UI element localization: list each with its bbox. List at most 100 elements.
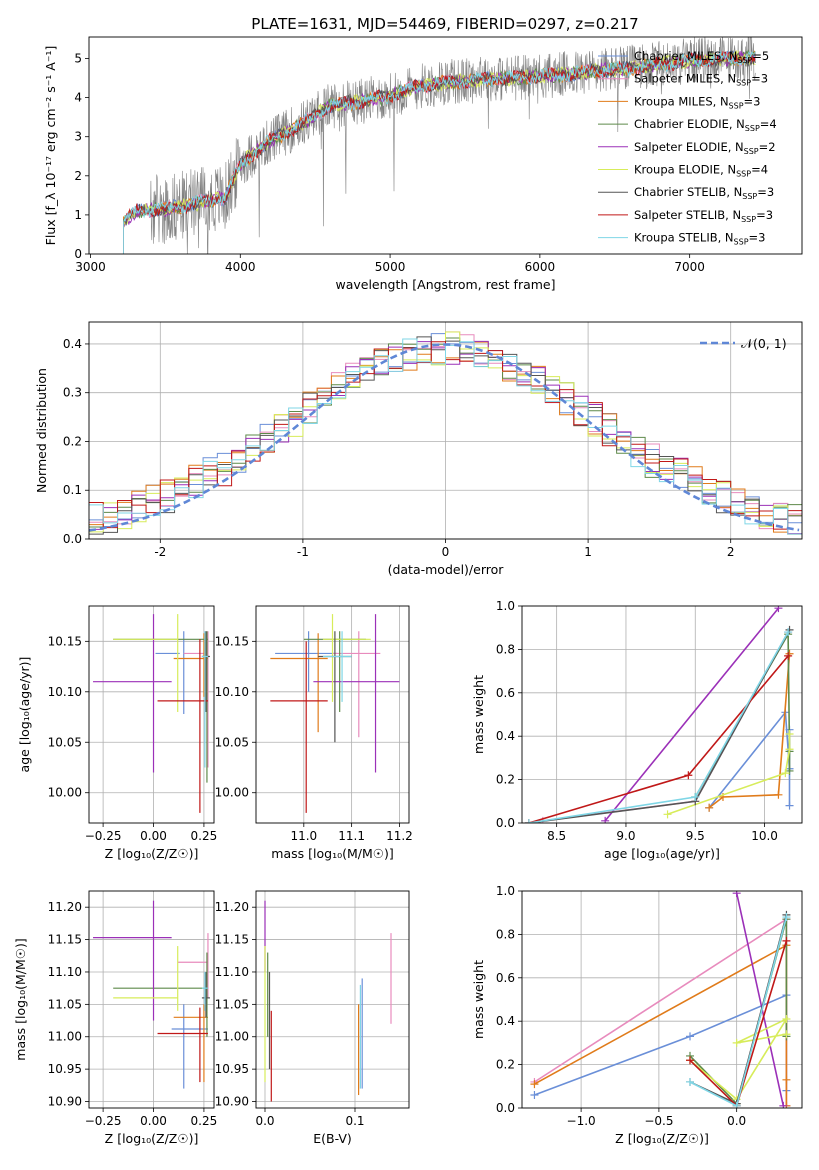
weight-marker xyxy=(705,803,714,812)
x-axis-label: E(B-V) xyxy=(313,1131,352,1146)
histogram-legend: 𝒩(0, 1) xyxy=(700,336,787,351)
x-tick-label: 6000 xyxy=(525,260,556,274)
y-tick-label: 10.10 xyxy=(215,685,249,699)
weight-marker xyxy=(782,1030,791,1039)
axes-frame xyxy=(521,890,803,1109)
x-tick-label: 11.2 xyxy=(386,829,413,843)
plot-area xyxy=(93,614,210,813)
plot-area xyxy=(123,37,756,254)
x-tick-label: −0.25 xyxy=(85,829,122,843)
normal-distribution-curve xyxy=(89,343,800,532)
weight-marker xyxy=(732,1101,741,1108)
y-tick-label: 10.90 xyxy=(48,1095,82,1109)
x-tick-label: 11.0 xyxy=(290,829,317,843)
y-tick-label: 0.2 xyxy=(496,1058,515,1072)
y-tick-label: 0.0 xyxy=(63,532,82,546)
y-tick-label: 1 xyxy=(74,208,82,222)
plot-area xyxy=(524,606,794,823)
y-tick-label: 0.2 xyxy=(496,773,515,787)
y-tick-label: 10.05 xyxy=(215,735,249,749)
y-tick-label: 0.6 xyxy=(496,971,515,985)
weight-marker xyxy=(785,801,794,810)
x-tick-label: 1 xyxy=(584,545,592,559)
weight-marker xyxy=(691,792,700,801)
y-tick-label: 10.05 xyxy=(48,735,82,749)
x-axis-label: Z [log₁₀(Z/Z☉)] xyxy=(615,1131,709,1146)
residual-histogram-panel: -2 -1 0 1 2 0.0 0.1 0.2 0.3 0.4 (data-model)/error… xyxy=(34,321,803,577)
y-tick-label: 0.2 xyxy=(63,434,82,448)
weight-marker xyxy=(785,730,794,739)
y-tick-label: 11.05 xyxy=(215,997,249,1011)
y-tick-label: 11.05 xyxy=(48,997,82,1011)
x-axis-label: age [log₁₀(age/yr)] xyxy=(604,846,720,861)
y-tick-label: 0.6 xyxy=(496,686,515,700)
weight-marker xyxy=(782,1015,791,1024)
legend-entry: Chabrier STELIB, NSSP=3 xyxy=(634,185,774,201)
weight-series-line xyxy=(689,916,788,1107)
y-tick-label: 0.4 xyxy=(496,729,515,743)
y-tick-label: 11.10 xyxy=(48,965,82,979)
y-tick-label: 11.00 xyxy=(48,1030,82,1044)
y-tick-label: 5 xyxy=(74,52,82,66)
weight-marker xyxy=(601,816,610,823)
weight-marker xyxy=(785,625,794,634)
x-tick-label: 0.25 xyxy=(191,1114,218,1128)
mass-vs-metallicity-panel: −0.25 0.00 0.25 10.90 10.95 11.00 11.05 11.10 11… xyxy=(13,890,218,1146)
weight-series-line xyxy=(528,631,789,823)
age-vs-mass-panel: 11.0 11.1 11.2 10.00 10.05 10.10 10.15 mass [lo… xyxy=(215,605,413,861)
y-tick-label: 3 xyxy=(74,130,82,144)
y-tick-label: 11.20 xyxy=(215,900,249,914)
x-tick-label: 5000 xyxy=(375,260,406,274)
axes-frame xyxy=(255,605,410,824)
y-tick-label: 10.15 xyxy=(48,634,82,648)
legend-entry: Salpeter MILES, NSSP=3 xyxy=(634,72,768,88)
weight-series-line xyxy=(528,629,791,823)
x-tick-label: -2 xyxy=(154,545,166,559)
weight-series-line xyxy=(708,653,791,809)
x-tick-label: −1.0 xyxy=(567,1114,596,1128)
weight-marker xyxy=(686,1056,694,1065)
x-axis-label: mass [log₁₀(M/M☉)] xyxy=(271,846,393,861)
weight-marker xyxy=(524,819,533,823)
legend-entry: Salpeter ELODIE, NSSP=2 xyxy=(634,140,776,156)
x-axis-label: wavelength [Angstrom, rest frame] xyxy=(335,277,555,292)
y-tick-label: 10.95 xyxy=(215,1062,249,1076)
spectrum-legend: Chabrier MILES, NSSP=5 Salpeter MILES, NS… xyxy=(598,49,777,247)
y-tick-label: 0.3 xyxy=(63,386,82,400)
y-tick-label: 11.15 xyxy=(215,933,249,947)
weight-marker xyxy=(785,766,794,775)
y-tick-label: 0.1 xyxy=(63,483,82,497)
x-tick-label: 4000 xyxy=(225,260,256,274)
y-tick-label: 0.0 xyxy=(496,816,515,830)
mass-vs-extinction-panel: 0.0 0.1 10.90 10.95 11.00 11.05 11.10 11.15 11.2… xyxy=(215,890,410,1146)
weight-marker xyxy=(785,745,794,754)
weight-marker xyxy=(784,651,793,660)
weight-marker xyxy=(686,1032,694,1041)
x-tick-label: 0 xyxy=(442,545,450,559)
y-axis-label: mass [log₁₀(M/M☉)] xyxy=(13,938,28,1060)
y-tick-label: 0.8 xyxy=(496,927,515,941)
x-tick-label: -1 xyxy=(297,545,309,559)
y-tick-label: 2 xyxy=(74,169,82,183)
x-tick-label: −0.25 xyxy=(85,1114,122,1128)
axes-frame xyxy=(88,36,803,255)
y-tick-label: 0 xyxy=(74,247,82,261)
y-axis-label: Flux [f_λ 10⁻¹⁷ erg cm⁻² s⁻¹ A⁻¹] xyxy=(43,46,58,246)
y-tick-label: 0.8 xyxy=(496,642,515,656)
legend-entry: Chabrier MILES, NSSP=5 xyxy=(634,49,769,65)
weight-marker xyxy=(732,891,741,898)
y-tick-label: 10.10 xyxy=(48,685,82,699)
weight-series-line xyxy=(735,893,785,1106)
axes-frame xyxy=(255,890,410,1109)
x-tick-label: 0.00 xyxy=(140,1114,167,1128)
y-axis-label: mass weight xyxy=(471,675,486,754)
legend-entry: Kroupa MILES, NSSP=3 xyxy=(634,94,760,110)
weight-marker xyxy=(663,810,672,819)
legend-entry: Salpeter STELIB, NSSP=3 xyxy=(634,208,773,224)
y-tick-label: 4 xyxy=(74,91,82,105)
weight-marker xyxy=(774,606,783,613)
y-tick-label: 10.00 xyxy=(215,786,249,800)
axes-frame xyxy=(88,890,215,1109)
age-vs-metallicity-panel: −0.25 0.00 0.25 10.00 10.05 10.10 10.15 Z [log₁… xyxy=(17,605,217,861)
